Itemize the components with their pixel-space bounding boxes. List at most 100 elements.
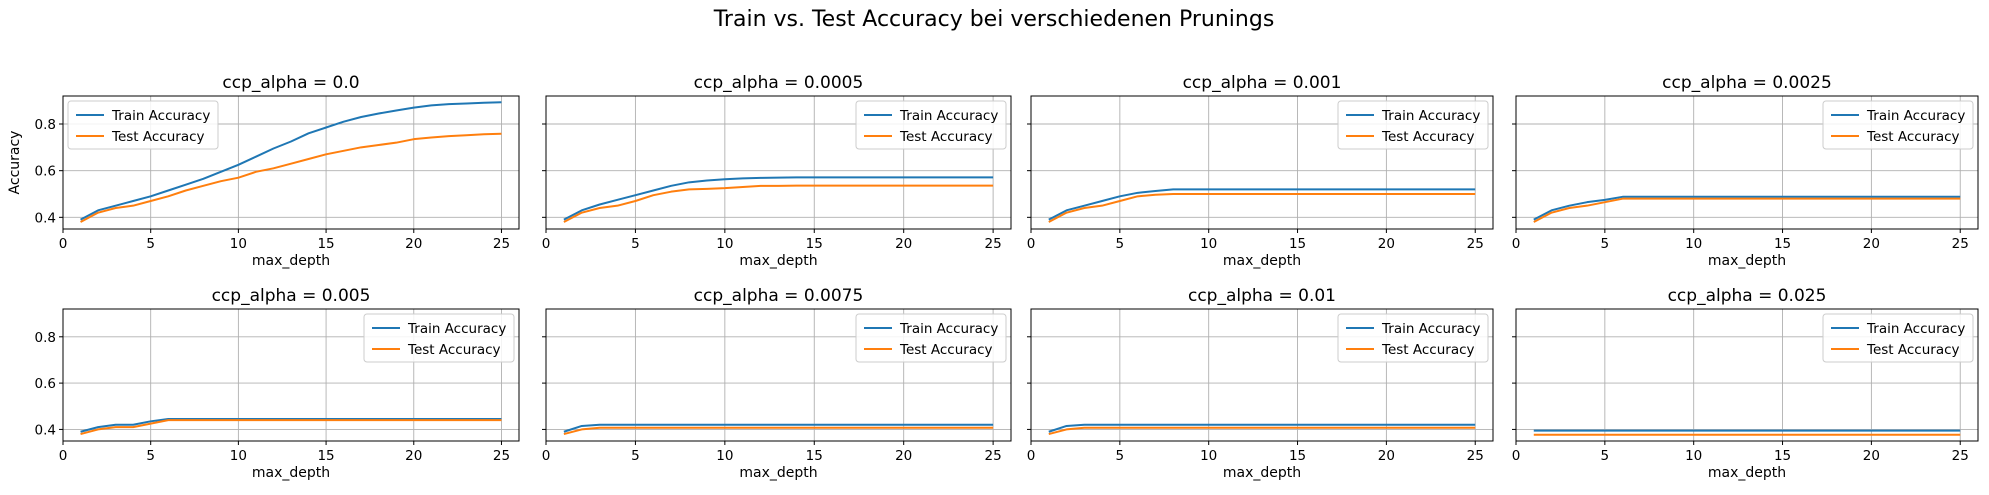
y-tick-label: 0.8 — [35, 117, 56, 133]
legend-label-test: Test Accuracy — [111, 129, 205, 145]
x-tick-label: 10 — [230, 448, 247, 464]
x-tick-label: 0 — [1027, 448, 1036, 464]
x-tick-label: 15 — [1774, 236, 1791, 252]
x-tick-label: 20 — [895, 236, 912, 252]
legend-box — [1337, 313, 1489, 363]
legend-label-test: Test Accuracy — [1381, 342, 1475, 358]
x-tick-label: 25 — [493, 448, 510, 464]
series-line-test — [1048, 193, 1476, 223]
subplot-2: 0 5 10 15 20 25 ccp_alpha = 0.0005 max_depth Tra… — [542, 73, 1012, 269]
subplot-title: ccp_alpha = 0.0025 — [1662, 73, 1832, 93]
x-tick-label: 5 — [1116, 236, 1125, 252]
axes-frame — [545, 95, 1012, 230]
axes-frame — [62, 308, 520, 442]
x-tick-label: 20 — [405, 448, 422, 464]
x-tick-label: 0 — [1027, 236, 1036, 252]
legend-label-test: Test Accuracy — [1866, 129, 1960, 145]
legend-box — [855, 100, 1007, 150]
x-axis-label: max_depth — [1708, 253, 1786, 269]
x-tick-label: 0 — [1512, 448, 1521, 464]
x-tick-label: 20 — [1863, 236, 1880, 252]
series-line-test — [80, 419, 502, 436]
x-tick-label: 15 — [1774, 448, 1791, 464]
subplot-title: ccp_alpha = 0.0 — [222, 73, 359, 93]
x-axis-label: max_depth — [739, 253, 817, 269]
series-line-train — [1533, 195, 1961, 221]
subplot-1: 0 5 10 15 20 25 0.4 0.6 0.8 ccp_alpha = 0.0 max_de… — [7, 73, 520, 269]
subplot-title: ccp_alpha = 0.025 — [1668, 286, 1827, 306]
legend: Train Accuracy Test Accuracy — [1822, 100, 1974, 150]
series-line-train — [563, 176, 994, 221]
y-tick-label: 0.6 — [35, 376, 56, 392]
x-tick-label: 5 — [1601, 236, 1610, 252]
x-axis-label: max_depth — [739, 465, 817, 481]
legend: Train Accuracy Test Accuracy — [1337, 100, 1489, 150]
x-tick-label: 10 — [1685, 236, 1702, 252]
x-tick-label: 15 — [317, 236, 334, 252]
subplot-7: 0 5 10 15 20 25 ccp_alpha = 0.01 max_depth Train… — [1027, 286, 1494, 481]
series-line-train — [80, 101, 502, 221]
legend-box — [67, 100, 219, 150]
legend: Train Accuracy Test Accuracy — [1822, 313, 1974, 363]
x-tick-label: 5 — [1116, 448, 1125, 464]
x-tick-label: 0 — [59, 448, 68, 464]
axes-frame — [1515, 308, 1979, 442]
x-tick-label: 5 — [1601, 448, 1610, 464]
x-tick-label: 20 — [895, 448, 912, 464]
y-tick-label: 0.4 — [35, 422, 56, 438]
x-tick-label: 10 — [716, 448, 733, 464]
subplot-3: 0 5 10 15 20 25 ccp_alpha = 0.001 max_depth Trai… — [1027, 73, 1494, 269]
x-tick-label: 15 — [1289, 448, 1306, 464]
x-tick-label: 10 — [1200, 448, 1217, 464]
series-line-test — [1048, 426, 1476, 436]
subplot-title: ccp_alpha = 0.0075 — [694, 286, 864, 306]
legend-label-test: Test Accuracy — [1381, 129, 1475, 145]
legend-box — [855, 313, 1007, 363]
series-line-train — [1048, 188, 1476, 221]
x-tick-label: 25 — [1467, 236, 1484, 252]
legend-box — [1337, 100, 1489, 150]
x-tick-label: 15 — [806, 236, 823, 252]
x-tick-label: 10 — [230, 236, 247, 252]
legend: Train Accuracy Test Accuracy — [1337, 313, 1489, 363]
subplot-title: ccp_alpha = 0.01 — [1188, 286, 1336, 306]
subplot-6: 0 5 10 15 20 25 ccp_alpha = 0.0075 max_depth Tra… — [542, 286, 1012, 481]
axes-frame — [1030, 308, 1494, 442]
axes-frame — [545, 308, 1012, 442]
y-tick-label: 0.6 — [35, 164, 56, 180]
x-tick-label: 20 — [405, 236, 422, 252]
legend: Train Accuracy Test Accuracy — [855, 313, 1007, 363]
series-line-train — [563, 423, 994, 433]
legend-label-train: Train Accuracy — [111, 108, 210, 124]
legend-label-train: Train Accuracy — [899, 321, 998, 337]
x-tick-label: 20 — [1863, 448, 1880, 464]
x-axis-label: max_depth — [252, 465, 330, 481]
subplot-4: 0 5 10 15 20 25 ccp_alpha = 0.0025 max_depth Tra… — [1512, 73, 1979, 269]
y-tick-label: 0.4 — [35, 210, 56, 226]
series-line-train — [80, 418, 502, 433]
legend-label-train: Train Accuracy — [1866, 108, 1965, 124]
x-axis-label: max_depth — [1708, 465, 1786, 481]
x-tick-label: 15 — [317, 448, 334, 464]
x-axis-label: max_depth — [252, 253, 330, 269]
x-tick-label: 0 — [542, 236, 551, 252]
x-tick-label: 10 — [1200, 236, 1217, 252]
x-tick-label: 20 — [1378, 236, 1395, 252]
x-tick-label: 5 — [146, 236, 155, 252]
x-tick-label: 0 — [59, 236, 68, 252]
legend: Train Accuracy Test Accuracy — [363, 313, 515, 363]
series-line-test — [80, 132, 502, 223]
x-axis-label: max_depth — [1223, 465, 1301, 481]
axes-frame — [1030, 95, 1494, 230]
x-tick-label: 5 — [631, 448, 640, 464]
x-tick-label: 25 — [1467, 448, 1484, 464]
subplot-title: ccp_alpha = 0.005 — [212, 286, 371, 306]
legend-label-train: Train Accuracy — [1381, 321, 1480, 337]
subplot-grid: 0 5 10 15 20 25 0.4 0.6 0.8 ccp_alpha = 0.0 max_de… — [7, 73, 1979, 481]
legend-box — [1822, 100, 1974, 150]
legend-label-train: Train Accuracy — [899, 108, 998, 124]
subplot-title: ccp_alpha = 0.0005 — [694, 73, 864, 93]
x-tick-label: 25 — [985, 448, 1002, 464]
x-tick-label: 0 — [542, 448, 551, 464]
